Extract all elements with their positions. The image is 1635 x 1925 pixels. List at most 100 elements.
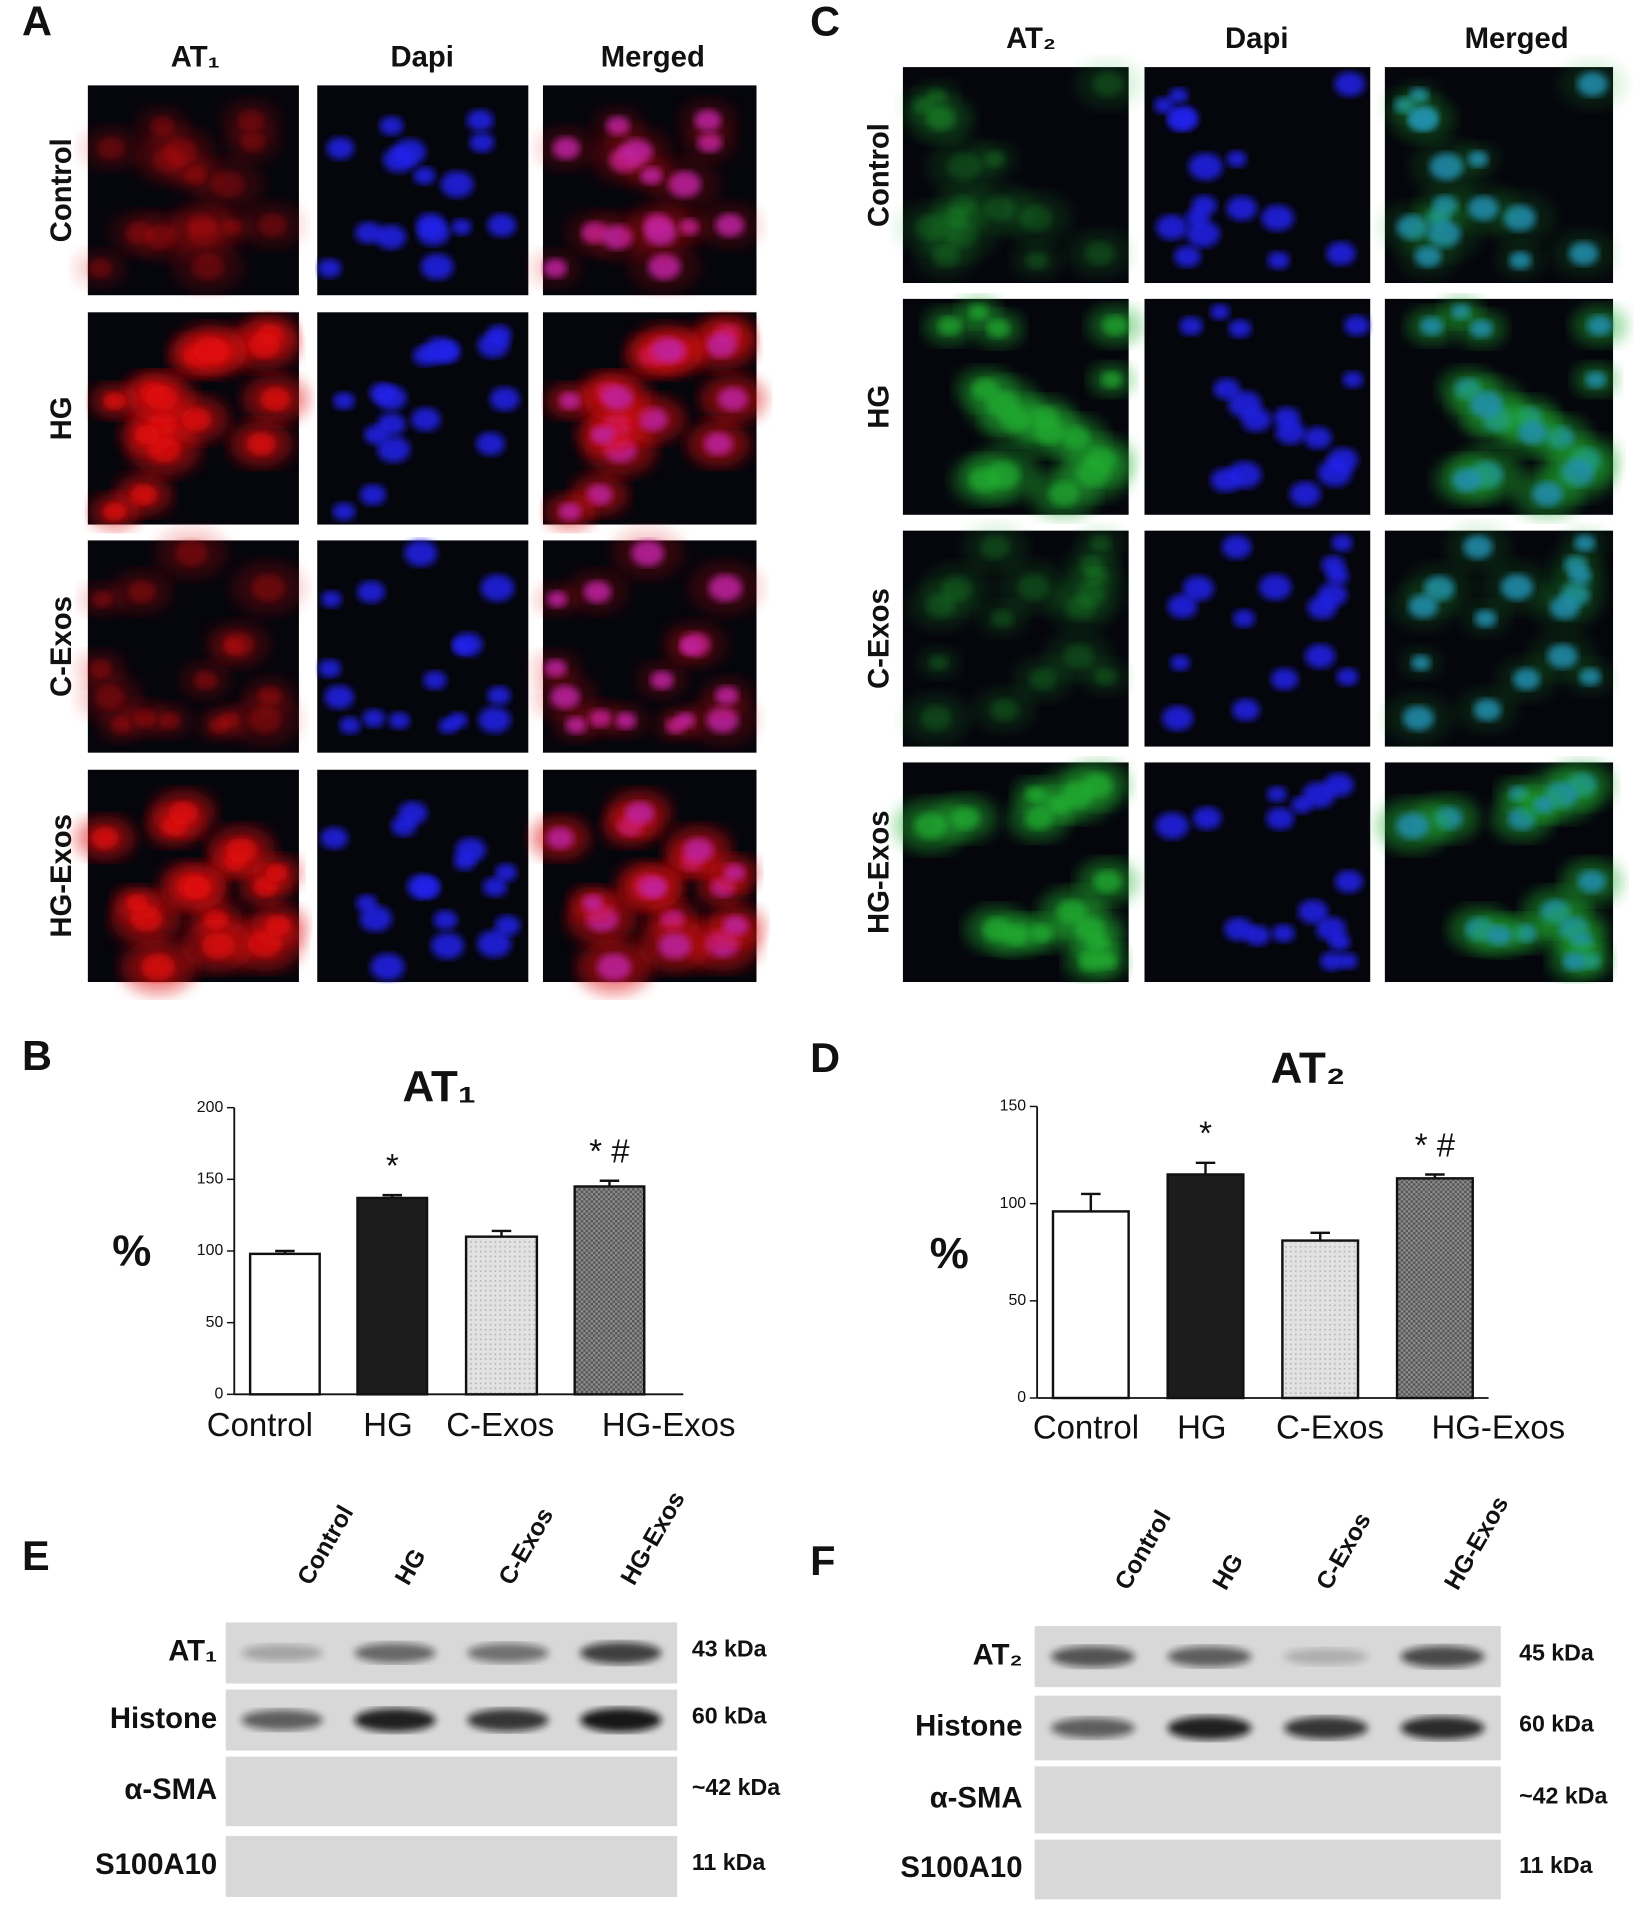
panel-label: C — [810, 0, 840, 44]
nucleus — [359, 484, 387, 506]
nucleus — [413, 876, 441, 899]
nucleus — [1078, 951, 1103, 971]
nucleus — [332, 502, 356, 521]
nucleus — [937, 316, 962, 336]
nucleus — [637, 407, 668, 432]
blot-row-label: S100A10 — [95, 1848, 217, 1881]
nucleus — [91, 827, 119, 850]
blot-band — [1400, 1645, 1485, 1668]
nucleus — [1289, 481, 1321, 507]
nucleus — [218, 712, 239, 729]
nucleus — [1307, 595, 1337, 620]
nucleus — [494, 915, 521, 936]
nucleus — [1451, 468, 1482, 493]
row-label: HG — [863, 385, 896, 429]
nucleus — [226, 837, 257, 863]
nucleus — [1410, 654, 1431, 671]
nucleus — [1170, 654, 1191, 671]
nucleus — [920, 705, 952, 731]
nucleus — [413, 166, 436, 185]
nucleus — [1244, 924, 1271, 946]
nucleus — [194, 337, 228, 364]
micrograph — [542, 312, 766, 530]
nucleus — [1577, 71, 1608, 97]
nucleus — [103, 392, 126, 410]
y-axis-label: % — [930, 1229, 969, 1278]
nucleus — [127, 580, 156, 603]
nucleus — [1226, 195, 1258, 221]
nucleus — [375, 385, 407, 411]
panel-label: A — [22, 0, 52, 44]
nucleus — [1213, 378, 1241, 400]
nucleus — [1577, 870, 1606, 893]
nucleus — [246, 432, 276, 456]
nucleus — [705, 332, 737, 358]
micrograph — [317, 312, 529, 525]
y-tick-label: 50 — [1009, 1292, 1027, 1309]
column-header: Merged — [601, 40, 705, 73]
nucleus — [392, 138, 427, 166]
nucleus — [703, 432, 733, 456]
micrograph — [74, 769, 307, 995]
molecular-weight: 43 kDa — [692, 1636, 768, 1662]
nucleus — [1267, 251, 1290, 270]
nucleus — [565, 716, 587, 734]
nucleus — [141, 953, 176, 981]
nucleus — [1033, 420, 1065, 445]
blot-strip — [225, 1756, 678, 1827]
nucleus — [1473, 698, 1502, 721]
nucleus — [126, 894, 149, 912]
micrograph — [1377, 59, 1627, 284]
nucleus — [1017, 574, 1051, 601]
nucleus — [1317, 459, 1352, 487]
nucleus — [597, 953, 632, 981]
nucleus — [423, 670, 447, 690]
nucleus — [88, 258, 112, 278]
nucleus — [640, 876, 668, 899]
bar — [356, 1196, 429, 1396]
nucleus — [1586, 315, 1613, 336]
blot-row-label: α-SMA — [930, 1782, 1023, 1815]
blot-band — [354, 1708, 436, 1732]
x-tick-label: C-Exos — [446, 1406, 554, 1443]
nucleus — [683, 837, 714, 863]
nucleus — [1266, 786, 1288, 803]
bar — [248, 1252, 321, 1396]
nucleus — [1029, 668, 1057, 691]
nucleus — [1328, 933, 1351, 952]
y-tick-label: 150 — [1000, 1098, 1027, 1115]
nucleus — [625, 801, 655, 825]
nucleus — [370, 953, 405, 981]
row-label: C-Exos — [863, 588, 896, 689]
nucleus — [257, 213, 287, 237]
nucleus — [88, 659, 112, 678]
bar-texture — [575, 1187, 644, 1394]
nucleus — [476, 432, 505, 456]
y-axis-label: % — [112, 1227, 151, 1276]
blot-band — [580, 1708, 662, 1733]
nucleus — [320, 827, 349, 850]
nucleus — [675, 712, 696, 729]
nucleus — [265, 863, 288, 882]
x-tick-label: Control — [1033, 1408, 1139, 1445]
nucleus — [1092, 71, 1124, 97]
lane-label: HG-Exos — [616, 1487, 691, 1590]
nucleus — [359, 905, 392, 932]
nucleus — [318, 659, 342, 678]
nucleus — [925, 108, 954, 131]
lane-label: HG — [1208, 1549, 1250, 1594]
micrograph — [895, 59, 1142, 284]
nucleus — [1228, 319, 1252, 338]
nucleus — [708, 574, 743, 602]
nucleus — [1179, 316, 1203, 336]
nucleus — [558, 392, 581, 410]
y-tick-label: 0 — [1017, 1389, 1026, 1406]
nucleus — [1531, 481, 1563, 507]
nucleus — [1084, 566, 1108, 586]
x-tick-label: C-Exos — [1276, 1408, 1384, 1445]
nucleus — [423, 337, 457, 364]
lane-label: HG-Exos — [1439, 1492, 1514, 1595]
nucleus — [1167, 594, 1198, 619]
nucleus — [1304, 426, 1332, 449]
nucleus — [433, 910, 458, 930]
